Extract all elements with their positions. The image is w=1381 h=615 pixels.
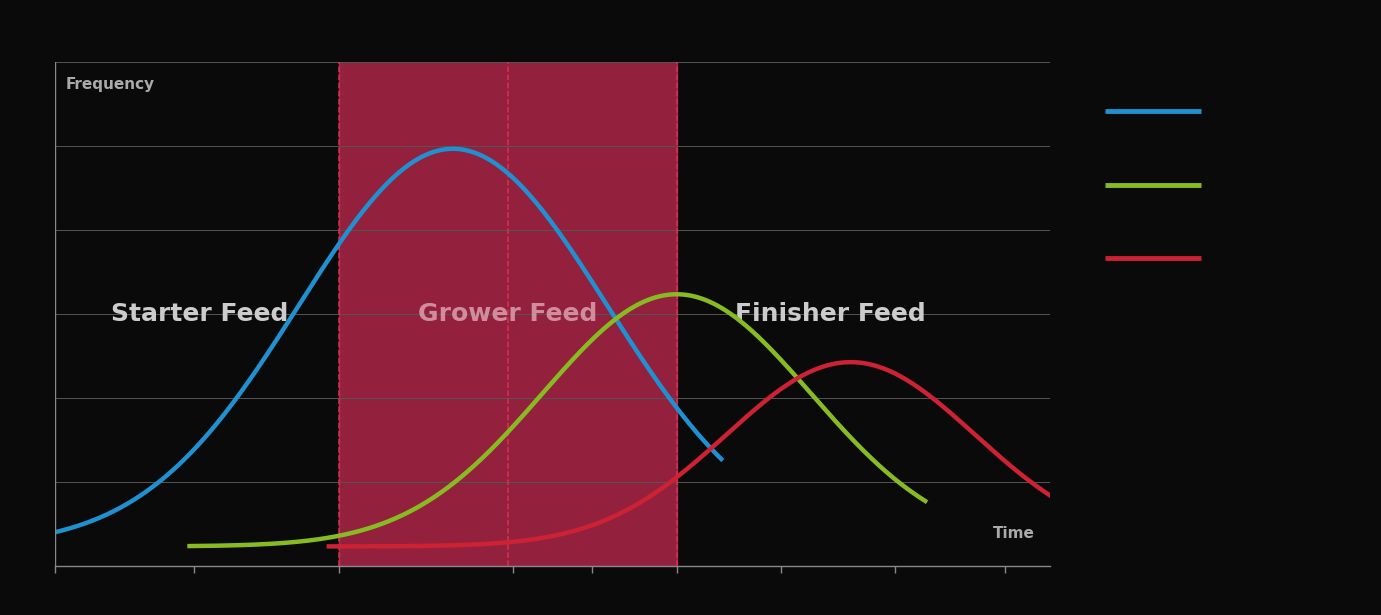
Text: Frequency: Frequency [65, 77, 155, 92]
Text: Finisher Feed: Finisher Feed [736, 301, 927, 326]
Text: Time: Time [993, 526, 1034, 541]
Bar [338, 62, 677, 566]
Text: Grower Feed: Grower Feed [418, 301, 598, 326]
Text: Starter Feed: Starter Feed [110, 301, 289, 326]
